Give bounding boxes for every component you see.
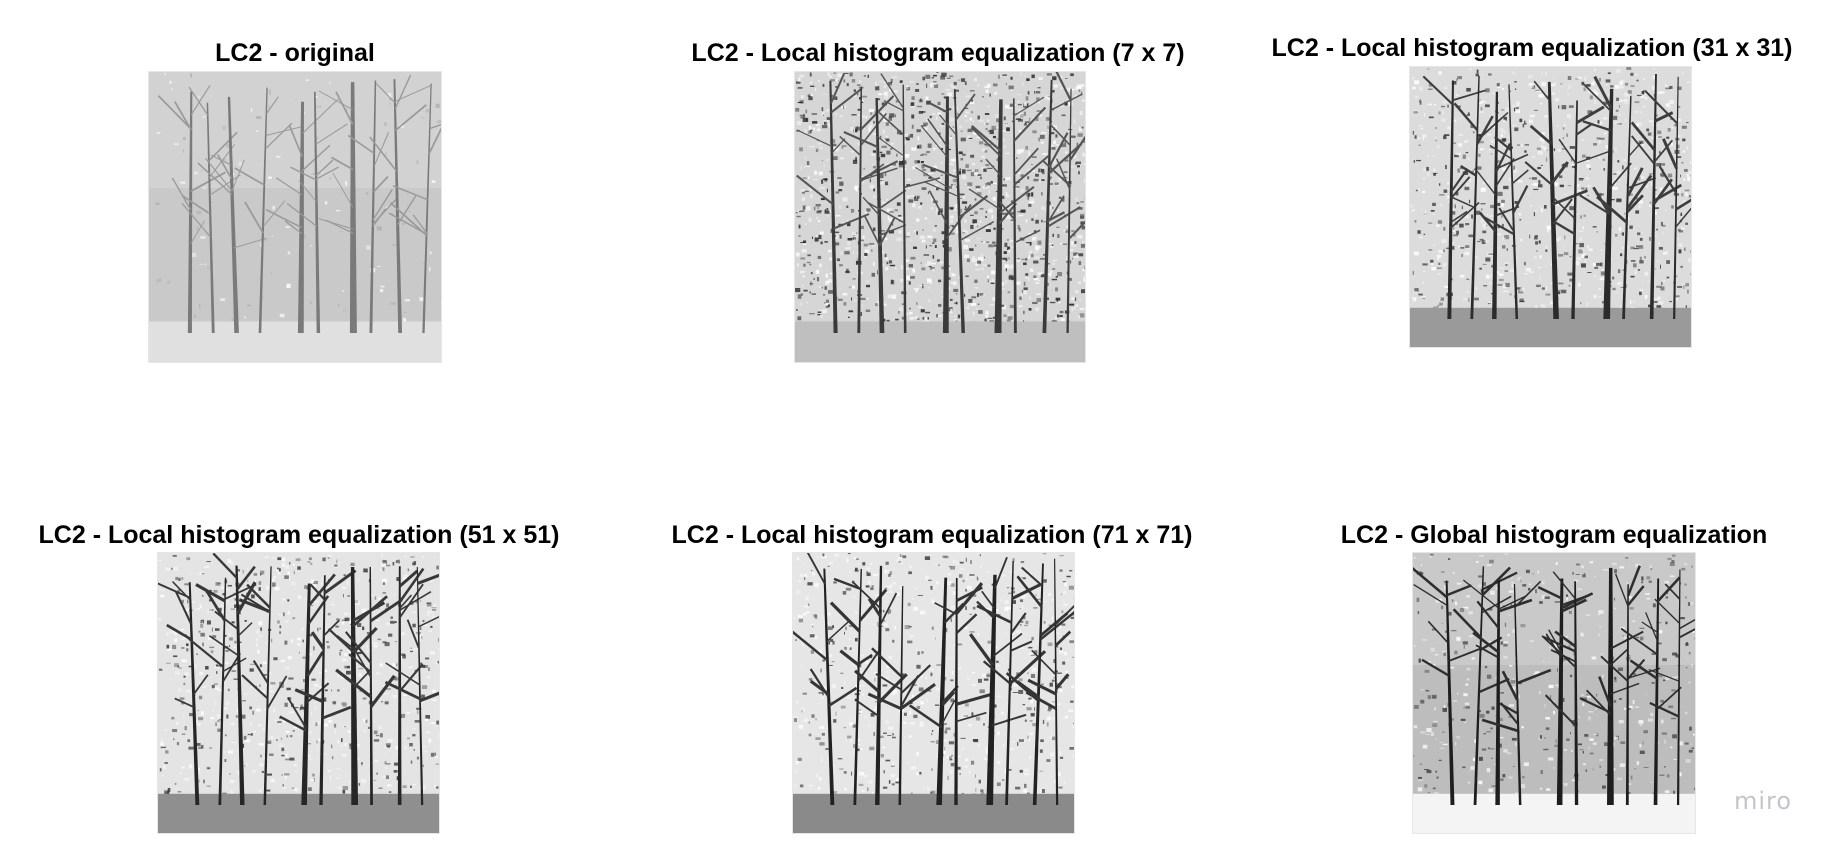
- forest-picture: [158, 553, 439, 833]
- miro-watermark: miro: [1734, 787, 1793, 815]
- forest-picture: [149, 72, 441, 362]
- forest-image-original: [148, 71, 442, 363]
- panel-title-local-51x51: LC2 - Local histogram equalization (51 x…: [38, 521, 560, 549]
- panel-title-local-71x71: LC2 - Local histogram equalization (71 x…: [671, 521, 1193, 549]
- forest-image-local-51x51: [157, 552, 440, 834]
- forest-image-local-7x7: [794, 71, 1086, 363]
- forest-picture: [1410, 67, 1691, 347]
- forest-picture: [793, 553, 1074, 833]
- panel-title-local-31x31: LC2 - Local histogram equalization (31 x…: [1271, 34, 1793, 62]
- forest-picture: [1413, 553, 1695, 833]
- panel-title-local-7x7: LC2 - Local histogram equalization (7 x …: [691, 39, 1185, 67]
- panel-title-original: LC2 - original: [215, 39, 375, 67]
- forest-image-global: [1412, 552, 1696, 834]
- panel-title-global: LC2 - Global histogram equalization: [1340, 521, 1768, 549]
- forest-picture: [795, 72, 1085, 362]
- forest-image-local-71x71: [792, 552, 1075, 834]
- forest-image-local-31x31: [1409, 66, 1692, 348]
